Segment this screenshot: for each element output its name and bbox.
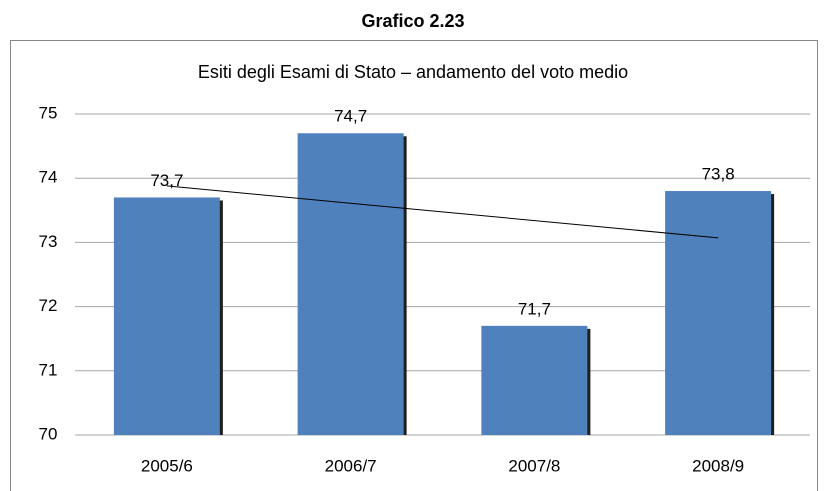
x-tick-label: 2005/6 xyxy=(141,456,193,475)
bar xyxy=(665,191,772,435)
x-tick-label: 2007/8 xyxy=(508,456,560,475)
trendline xyxy=(166,185,719,239)
chart-title: Esiti degli Esami di Stato – andamento d… xyxy=(198,62,628,82)
y-tick-label: 73 xyxy=(39,232,58,251)
x-tick-label: 2006/7 xyxy=(325,456,377,475)
bar xyxy=(113,197,220,435)
y-tick-label: 71 xyxy=(39,360,58,379)
y-tick-label: 70 xyxy=(39,424,58,443)
value-label: 74,7 xyxy=(334,107,367,126)
figure-header: Grafico 2.23 xyxy=(361,11,464,31)
y-tick-label: 72 xyxy=(39,296,58,315)
chart-frame xyxy=(10,40,818,491)
y-tick-label: 75 xyxy=(39,103,58,122)
y-tick-label: 74 xyxy=(39,168,58,187)
bar xyxy=(481,325,588,435)
value-label: 73,7 xyxy=(150,171,183,190)
value-label: 73,8 xyxy=(702,165,735,184)
value-label: 71,7 xyxy=(518,299,551,318)
bar xyxy=(297,133,404,435)
x-tick-label: 2008/9 xyxy=(692,456,744,475)
